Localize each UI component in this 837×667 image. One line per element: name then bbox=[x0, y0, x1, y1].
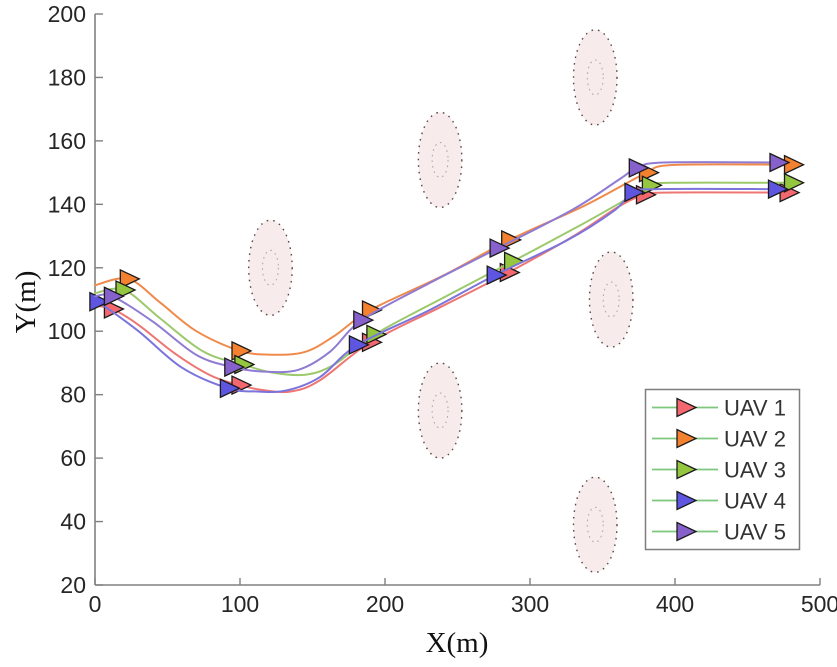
legend-marker-icon bbox=[676, 459, 698, 480]
x-tick-label: 500 bbox=[801, 591, 837, 617]
uav-4-marker-icon bbox=[219, 378, 241, 399]
y-tick-label: 80 bbox=[60, 382, 86, 408]
x-tick-label: 400 bbox=[656, 591, 694, 617]
uav-3-path bbox=[94, 181, 794, 377]
legend: UAV 1 UAV 2 UAV 3 UAV 4 UAV 5 bbox=[644, 388, 801, 551]
y-tick-label: 40 bbox=[60, 509, 86, 535]
threat-zone bbox=[572, 476, 618, 574]
threat-zone bbox=[417, 111, 463, 209]
uav-4-marker-icon bbox=[767, 179, 790, 200]
axes: 0 100 200 300 400 500 20 40 60 80 100 120 140 160 180 2… bbox=[48, 1, 837, 617]
threat-inner-circle bbox=[586, 506, 604, 543]
threat-zone bbox=[417, 362, 463, 459]
legend-marker-icon bbox=[676, 428, 698, 449]
x-tick-label: 0 bbox=[89, 591, 102, 617]
x-tick-label: 300 bbox=[511, 591, 549, 617]
threat-outer-circle bbox=[417, 362, 463, 459]
x-axis-label: X(m) bbox=[425, 627, 489, 659]
y-axis-label: Y(m) bbox=[10, 270, 42, 334]
legend-entry: UAV 2 bbox=[652, 427, 786, 452]
legend-label: UAV 2 bbox=[724, 427, 786, 452]
uav-4-path bbox=[92, 187, 778, 394]
x-tick-label: 200 bbox=[366, 591, 404, 617]
uav-2-trajectory bbox=[94, 154, 806, 361]
legend-label: UAV 4 bbox=[724, 489, 786, 514]
threat-inner-circle bbox=[431, 392, 449, 429]
threat-zone bbox=[572, 29, 618, 126]
uav-5-marker-icon bbox=[769, 152, 791, 173]
uav-5-marker-icon bbox=[628, 157, 650, 178]
threat-inner-circle bbox=[431, 141, 449, 178]
legend-entry: UAV 3 bbox=[652, 458, 786, 483]
legend-marker-icon bbox=[676, 521, 698, 542]
uav-3-marker-icon bbox=[783, 172, 806, 193]
y-tick-label: 60 bbox=[60, 445, 86, 471]
legend-entry: UAV 1 bbox=[652, 396, 786, 421]
uav-5-marker-icon bbox=[353, 310, 375, 331]
threat-outer-circle bbox=[572, 29, 618, 126]
threat-outer-circle bbox=[572, 476, 618, 574]
uav-2-marker-icon bbox=[231, 340, 253, 361]
uav-4-marker-icon bbox=[486, 265, 508, 286]
threat-outer-circle bbox=[588, 251, 634, 348]
uav-4-marker-icon bbox=[624, 182, 646, 203]
uav-4-marker-icon bbox=[348, 334, 370, 355]
y-tick-label: 160 bbox=[48, 128, 86, 154]
uav-5-marker-icon bbox=[489, 238, 511, 259]
y-tick-label: 120 bbox=[48, 255, 86, 281]
legend-marker-icon bbox=[676, 490, 698, 511]
uav-5-marker-icon bbox=[224, 357, 246, 378]
uav-3-marker-icon bbox=[641, 175, 663, 196]
threat-zone bbox=[248, 219, 293, 317]
y-tick-label: 180 bbox=[48, 64, 86, 90]
legend-label: UAV 1 bbox=[724, 396, 786, 421]
uav-2-marker-icon bbox=[119, 268, 141, 289]
threat-zone bbox=[588, 251, 634, 348]
uav-1-path bbox=[94, 191, 790, 394]
uav-1-trajectory bbox=[94, 182, 801, 396]
uav-3-marker-icon bbox=[503, 251, 526, 272]
threat-outer-circle bbox=[248, 219, 293, 317]
legend-entry: UAV 4 bbox=[652, 489, 786, 514]
threat-outer-circle bbox=[417, 111, 463, 209]
y-tick-label: 200 bbox=[48, 1, 86, 27]
uav-2-marker-icon bbox=[783, 154, 806, 175]
legend-entry: UAV 5 bbox=[652, 520, 786, 545]
x-tick-label: 100 bbox=[221, 591, 259, 617]
uav-5-trajectory bbox=[94, 152, 791, 378]
y-tick-label: 140 bbox=[48, 191, 86, 217]
legend-label: UAV 5 bbox=[724, 520, 786, 545]
y-tick-label: 100 bbox=[48, 318, 86, 344]
legend-marker-icon bbox=[676, 397, 698, 418]
threat-inner-circle bbox=[261, 249, 279, 286]
threat-inner-circle bbox=[602, 281, 620, 318]
threat-inner-circle bbox=[586, 59, 604, 96]
y-tick-label: 20 bbox=[60, 572, 86, 598]
uav-5-marker-icon bbox=[103, 286, 125, 307]
legend-label: UAV 3 bbox=[724, 458, 786, 483]
